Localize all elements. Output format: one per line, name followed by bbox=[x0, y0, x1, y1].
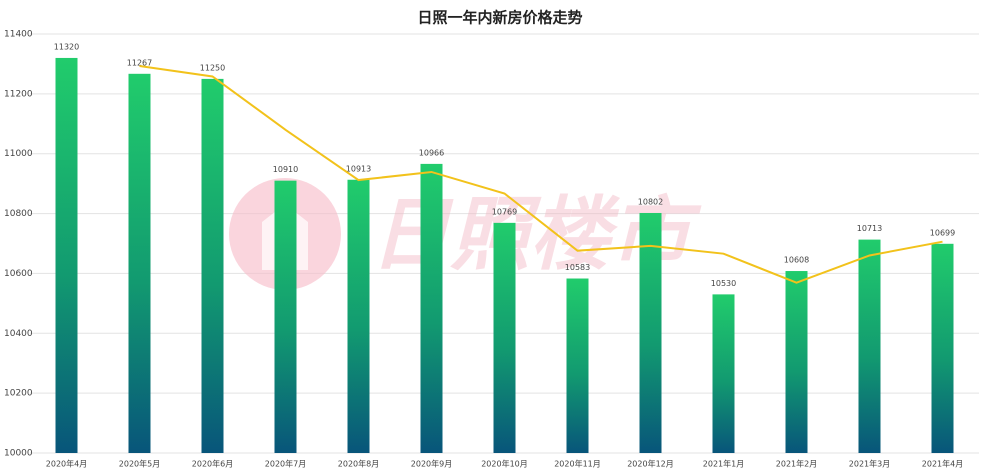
x-tick-label: 2021年4月 bbox=[922, 459, 963, 469]
x-tick-label: 2020年6月 bbox=[192, 459, 233, 469]
value-label: 10966 bbox=[419, 148, 444, 157]
x-tick-label: 2021年3月 bbox=[849, 459, 890, 469]
x-tick-label: 2020年11月 bbox=[554, 459, 601, 469]
value-label: 10583 bbox=[565, 263, 590, 272]
bar bbox=[347, 179, 370, 453]
chart-title: 日照一年内新房价格走势 bbox=[417, 9, 582, 27]
bar bbox=[201, 78, 224, 454]
y-tick-label: 10400 bbox=[4, 329, 33, 339]
y-tick-label: 11400 bbox=[4, 30, 33, 40]
value-label: 10530 bbox=[711, 279, 736, 288]
value-label: 10913 bbox=[346, 164, 371, 173]
bar bbox=[128, 73, 151, 454]
x-tick-label: 2020年7月 bbox=[265, 459, 306, 469]
y-tick-label: 10600 bbox=[4, 269, 33, 279]
x-tick-label: 2020年9月 bbox=[411, 459, 452, 469]
value-label: 11250 bbox=[200, 63, 225, 72]
value-label: 10699 bbox=[930, 228, 955, 237]
x-tick-label: 2020年5月 bbox=[119, 459, 160, 469]
bar bbox=[639, 212, 662, 453]
bar bbox=[274, 180, 297, 453]
value-label: 11320 bbox=[54, 42, 79, 51]
bar bbox=[712, 294, 735, 453]
value-label: 10769 bbox=[492, 207, 517, 216]
value-label: 10910 bbox=[273, 165, 298, 174]
x-tick-label: 2020年4月 bbox=[46, 459, 87, 469]
trend-line bbox=[139, 65, 943, 284]
bar bbox=[785, 271, 808, 453]
y-tick-label: 10800 bbox=[4, 209, 33, 219]
x-tick-label: 2020年8月 bbox=[338, 459, 379, 469]
y-tick-label: 10200 bbox=[4, 389, 33, 399]
y-tick-label: 11000 bbox=[4, 149, 33, 159]
x-tick-label: 2021年1月 bbox=[703, 459, 744, 469]
x-tick-label: 2020年12月 bbox=[627, 459, 674, 469]
bar bbox=[493, 222, 516, 453]
bar bbox=[566, 278, 589, 453]
bar bbox=[420, 163, 443, 453]
bar bbox=[55, 57, 78, 453]
y-tick-label: 10000 bbox=[4, 449, 33, 459]
x-tick-label: 2021年2月 bbox=[776, 459, 817, 469]
x-tick-label: 2020年10月 bbox=[481, 459, 528, 469]
value-label: 11267 bbox=[127, 58, 152, 67]
bar bbox=[858, 239, 881, 453]
y-tick-label: 11200 bbox=[4, 89, 33, 99]
value-label: 10713 bbox=[857, 224, 882, 233]
value-label: 10608 bbox=[784, 256, 809, 265]
bar bbox=[931, 243, 954, 453]
value-label: 10802 bbox=[638, 197, 663, 206]
